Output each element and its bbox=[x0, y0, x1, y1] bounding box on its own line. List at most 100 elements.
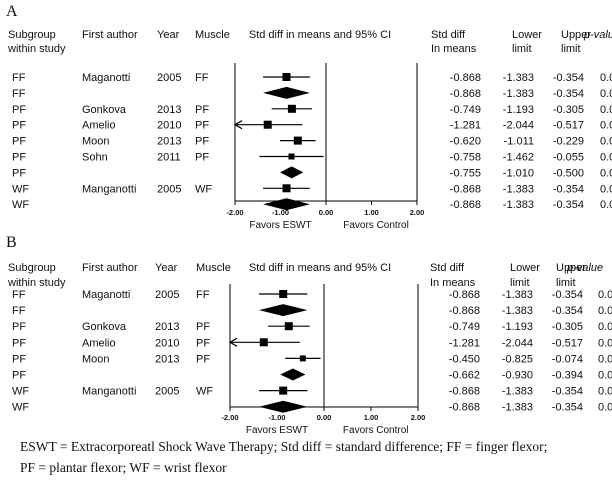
row-first-author: Gonkova bbox=[82, 104, 127, 116]
row-lower-limit: -1.383 bbox=[502, 402, 533, 414]
row-p-value: 0.001 bbox=[600, 120, 612, 132]
row-lower-limit: -1.193 bbox=[503, 104, 534, 116]
row-first-author: Manganotti bbox=[82, 183, 136, 195]
row-lower-limit: -0.825 bbox=[502, 353, 533, 365]
row-first-author: Moon bbox=[82, 353, 110, 365]
row-year: 2013 bbox=[155, 321, 179, 333]
row-lower-limit: -1.383 bbox=[502, 289, 533, 301]
row-std-diff: -0.868 bbox=[450, 183, 481, 195]
point-estimate-square bbox=[293, 136, 302, 145]
row-subgroup: WF bbox=[12, 386, 29, 398]
row-lower-limit: -1.383 bbox=[502, 305, 533, 317]
row-p-value: 0.001 bbox=[600, 88, 612, 100]
row-std-diff: -0.662 bbox=[449, 370, 480, 382]
row-upper-limit: -0.354 bbox=[553, 88, 584, 100]
row-std-diff: -1.281 bbox=[449, 337, 480, 349]
header-lower-sub: limit bbox=[512, 43, 532, 55]
row-year: 2013 bbox=[157, 136, 181, 148]
row-lower-limit: -1.383 bbox=[502, 386, 533, 398]
row-first-author: Amelio bbox=[82, 337, 116, 349]
row-muscle: PF bbox=[195, 104, 209, 116]
row-std-diff: -1.281 bbox=[450, 120, 481, 132]
point-estimate-square bbox=[288, 153, 295, 160]
row-subgroup: FF bbox=[12, 305, 26, 317]
row-upper-limit: -0.354 bbox=[552, 402, 583, 414]
row-muscle: PF bbox=[195, 152, 209, 164]
row-subgroup: PF bbox=[12, 337, 26, 349]
row-year: 2013 bbox=[155, 353, 179, 365]
row-p-value: 0.002 bbox=[600, 136, 612, 148]
row-upper-limit: -0.500 bbox=[553, 167, 584, 179]
row-subgroup: PF bbox=[12, 321, 26, 333]
row-p-value: 0.035 bbox=[600, 152, 612, 164]
row-std-diff: -0.868 bbox=[449, 402, 480, 414]
row-muscle: PF bbox=[195, 120, 209, 132]
row-upper-limit: -0.354 bbox=[552, 289, 583, 301]
row-p-value: 0.001 bbox=[598, 305, 612, 317]
row-year: 2005 bbox=[157, 72, 181, 84]
row-first-author: Amelio bbox=[82, 120, 116, 132]
row-muscle: WF bbox=[196, 386, 213, 398]
ci-arrow-left bbox=[228, 337, 238, 347]
row-p-value: 0.001 bbox=[600, 104, 612, 116]
row-year: 2005 bbox=[155, 289, 179, 301]
row-subgroup: WF bbox=[12, 183, 29, 195]
row-year: 2010 bbox=[157, 120, 181, 132]
header-first-author: First author bbox=[82, 29, 138, 41]
header-subgroup-sub: within study bbox=[7, 43, 66, 55]
row-first-author: Maganotti bbox=[82, 72, 130, 84]
row-std-diff: -0.450 bbox=[449, 353, 480, 365]
point-estimate-square bbox=[299, 355, 306, 362]
row-lower-limit: -1.383 bbox=[503, 183, 534, 195]
row-p-value: 0.001 bbox=[598, 402, 612, 414]
point-estimate-square bbox=[287, 104, 296, 113]
header-plot-title: Std diff in means and 95% CI bbox=[249, 262, 391, 274]
caption-line-2: PF = plantar flexor; WF = wrist flexor bbox=[20, 460, 227, 475]
x-tick-label: 2.00 bbox=[411, 413, 426, 422]
row-std-diff: -0.868 bbox=[449, 386, 480, 398]
row-muscle: FF bbox=[196, 289, 210, 301]
point-estimate-square bbox=[263, 120, 272, 129]
header-lower-sub: limit bbox=[510, 277, 530, 289]
row-year: 2005 bbox=[155, 386, 179, 398]
favors-eswt-label: Favors ESWT bbox=[249, 220, 311, 231]
header-std-diff-sub: In means bbox=[431, 43, 477, 55]
row-lower-limit: -1.011 bbox=[504, 136, 534, 148]
row-lower-limit: -2.044 bbox=[502, 337, 533, 349]
row-lower-limit: -1.383 bbox=[503, 88, 534, 100]
row-lower-limit: -1.383 bbox=[503, 72, 534, 84]
row-year: 2010 bbox=[155, 337, 179, 349]
row-p-value: 0.019 bbox=[598, 353, 612, 365]
row-upper-limit: -0.394 bbox=[552, 370, 583, 382]
point-estimate-square bbox=[282, 73, 291, 81]
row-subgroup: FF bbox=[12, 72, 26, 84]
row-first-author: Sohn bbox=[82, 152, 108, 164]
x-tick-label: -2.00 bbox=[226, 208, 243, 217]
header-plot-title: Std diff in means and 95% CI bbox=[249, 29, 391, 41]
header-muscle: Muscle bbox=[196, 262, 231, 274]
row-year: 2013 bbox=[157, 104, 181, 116]
header-upper: Upper bbox=[561, 29, 591, 41]
row-upper-limit: -0.229 bbox=[553, 136, 584, 148]
summary-diamond bbox=[263, 198, 310, 211]
row-upper-limit: -0.354 bbox=[552, 305, 583, 317]
row-subgroup: PF bbox=[12, 353, 26, 365]
row-year: 2005 bbox=[157, 183, 181, 195]
header-year: Year bbox=[155, 262, 178, 274]
row-p-value: 0.001 bbox=[598, 386, 612, 398]
row-lower-limit: -1.383 bbox=[503, 199, 534, 211]
row-muscle: PF bbox=[196, 337, 210, 349]
ci-arrow-left bbox=[233, 120, 243, 130]
row-std-diff: -0.868 bbox=[449, 305, 480, 317]
header-upper: Upper bbox=[556, 262, 586, 274]
row-subgroup: FF bbox=[12, 289, 26, 301]
row-lower-limit: -2.044 bbox=[503, 120, 534, 132]
x-tick-label: -2.00 bbox=[221, 413, 238, 422]
row-upper-limit: -0.055 bbox=[553, 152, 584, 164]
row-std-diff: -0.868 bbox=[450, 72, 481, 84]
row-std-diff: -0.755 bbox=[450, 167, 481, 179]
header-first-author: First author bbox=[82, 262, 138, 274]
x-tick-label: 0.00 bbox=[317, 413, 332, 422]
row-upper-limit: -0.305 bbox=[553, 104, 584, 116]
panel-label: A bbox=[6, 3, 18, 20]
